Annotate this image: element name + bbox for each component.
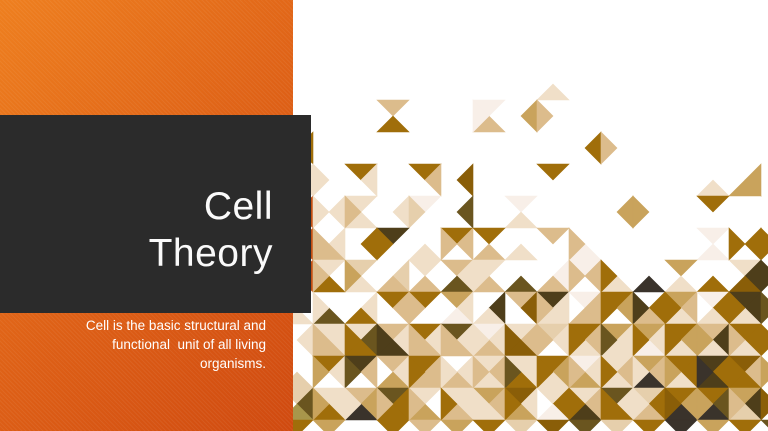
- slide-title-line-2: Theory: [148, 232, 273, 275]
- slide-title: Cell Theory: [0, 183, 311, 277]
- slide-subtitle: Cell is the basic structural and functio…: [0, 316, 293, 373]
- title-panel: Cell Theory: [0, 115, 311, 313]
- slide-subtitle-line-1: Cell is the basic structural and: [85, 318, 266, 333]
- slide-title-line-1: Cell: [203, 185, 273, 228]
- slide-subtitle-line-2: functional unit of all living: [112, 337, 266, 352]
- slide-subtitle-line-3: organisms.: [199, 356, 266, 371]
